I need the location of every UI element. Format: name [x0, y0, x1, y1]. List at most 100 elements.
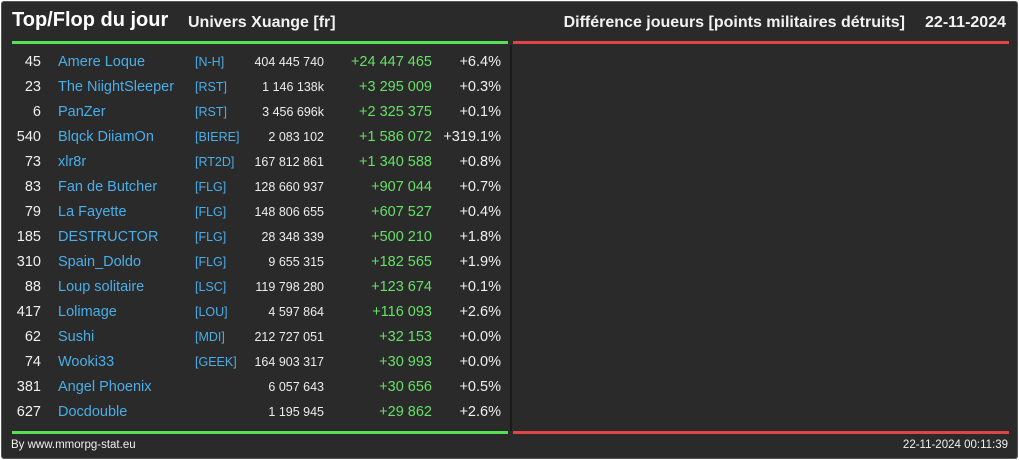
points-delta: +182 565	[371, 254, 432, 270]
percent-change: +0.8%	[459, 154, 501, 170]
player-rank: 6	[32, 104, 41, 120]
player-name-link[interactable]: La Fayette	[58, 204, 127, 220]
player-name-link[interactable]: PanZer	[58, 104, 106, 120]
percent-change: +319.1%	[443, 129, 501, 145]
player-rank: 74	[24, 354, 41, 370]
player-name-link[interactable]: Amere Loque	[58, 54, 146, 70]
points-delta: +29 862	[379, 404, 432, 420]
percent-change: +1.9%	[459, 254, 501, 270]
difference-label: Différence joueurs [points militaires dé…	[563, 14, 905, 31]
alliance-tag-link[interactable]: [RST]	[195, 105, 227, 119]
player-name-link[interactable]: DESTRUCTOR	[58, 229, 159, 245]
top-players-list: 45 Amere Loque [N-H] 404 445 740 +24 447 465…	[2, 50, 510, 425]
player-name-link[interactable]: Docdouble	[58, 404, 128, 420]
points-delta: +1 586 072	[359, 129, 432, 145]
player-points: 2 083 102	[268, 130, 324, 144]
table-row: 23 The NiightSleeper [RST] 1 146 138k +3 295…	[2, 75, 510, 100]
table-row: 417 Lolimage [LOU] 4 597 864 +116 093 +2.6%	[2, 300, 510, 325]
player-name-link[interactable]: Loup solitaire	[58, 279, 145, 295]
percent-change: +6.4%	[459, 54, 501, 70]
flop-header-bar	[513, 41, 1009, 44]
table-row: 74 Wooki33 [GEEK] 164 903 317 +30 993 +0.0%	[2, 350, 510, 375]
page-title: Top/Flop du jour	[12, 9, 169, 31]
player-points: 1 195 945	[268, 405, 324, 419]
percent-change: +0.3%	[459, 79, 501, 95]
alliance-tag-link[interactable]: [FLG]	[195, 255, 227, 269]
percent-change: +0.0%	[459, 354, 501, 370]
alliance-tag-link[interactable]: [FLG]	[195, 180, 227, 194]
table-row: 79 La Fayette [FLG] 148 806 655 +607 527 +0.4…	[2, 200, 510, 225]
alliance-tag-link[interactable]: [RST]	[195, 80, 227, 94]
player-name-link[interactable]: Angel Phoenix	[58, 379, 152, 395]
alliance-tag-link[interactable]: [LOU]	[195, 305, 228, 319]
percent-change: +2.6%	[459, 404, 501, 420]
table-row: 381 Angel Phoenix 6 057 643 +30 656 +0.5%	[2, 375, 510, 400]
percent-change: +0.4%	[459, 204, 501, 220]
alliance-tag-link[interactable]: [GEEK]	[195, 355, 237, 369]
player-rank: 381	[16, 379, 41, 395]
table-row: 540 Blqck DiiamOn [BIERE] 2 083 102 +1 586 0…	[2, 125, 510, 150]
points-delta: +123 674	[371, 279, 432, 295]
player-name-link[interactable]: Wooki33	[58, 354, 115, 370]
points-delta: +500 210	[371, 229, 432, 245]
player-rank: 627	[16, 404, 41, 420]
points-delta: +2 325 375	[359, 104, 432, 120]
table-row: 62 Sushi [MDI] 212 727 051 +32 153 +0.0%	[2, 325, 510, 350]
player-points: 3 456 696k	[262, 105, 324, 119]
player-points: 6 057 643	[268, 380, 324, 394]
points-delta: +3 295 009	[359, 79, 432, 95]
player-rank: 540	[16, 129, 41, 145]
points-delta: +116 093	[372, 304, 432, 320]
points-delta: +24 447 465	[350, 54, 432, 70]
table-row: 73 xlr8r [RT2D] 167 812 861 +1 340 588 +0.8%	[2, 150, 510, 175]
player-points: 119 798 280	[255, 280, 324, 294]
player-points: 4 597 864	[268, 305, 324, 319]
table-row: 185 DESTRUCTOR [FLG] 28 348 339 +500 210 +1.8…	[2, 225, 510, 250]
points-delta: +607 527	[371, 204, 432, 220]
player-name-link[interactable]: The NiightSleeper	[58, 79, 175, 95]
player-points: 167 812 861	[254, 155, 324, 169]
player-rank: 79	[24, 204, 41, 220]
player-rank: 62	[24, 329, 41, 345]
alliance-tag-link[interactable]: [MDI]	[195, 330, 225, 344]
header-date: 22-11-2024	[925, 14, 1006, 31]
univers-label: Univers Xuange [fr]	[188, 14, 336, 31]
player-rank: 23	[24, 79, 41, 95]
player-points: 148 806 655	[254, 205, 324, 219]
top-footer-bar	[12, 431, 508, 434]
alliance-tag-link[interactable]: [FLG]	[195, 230, 227, 244]
player-name-link[interactable]: Lolimage	[58, 304, 117, 320]
alliance-tag-link[interactable]: [LSC]	[195, 280, 227, 294]
alliance-tag-link[interactable]: [RT2D]	[195, 155, 235, 169]
player-points: 1 146 138k	[262, 80, 324, 94]
table-row: 83 Fan de Butcher [FLG] 128 660 937 +907 044…	[2, 175, 510, 200]
player-rank: 73	[24, 154, 41, 170]
points-delta: +907 044	[371, 179, 432, 195]
alliance-tag-link[interactable]: [FLG]	[195, 205, 227, 219]
points-delta: +32 153	[379, 329, 432, 345]
player-name-link[interactable]: Sushi	[58, 329, 95, 345]
percent-change: +0.1%	[459, 104, 501, 120]
player-rank: 83	[24, 179, 41, 195]
percent-change: +0.0%	[459, 329, 501, 345]
alliance-tag-link[interactable]: [N-H]	[195, 55, 225, 69]
percent-change: +0.5%	[459, 379, 501, 395]
player-rank: 417	[16, 304, 41, 320]
percent-change: +0.1%	[459, 279, 501, 295]
percent-change: +0.7%	[459, 179, 501, 195]
table-row: 45 Amere Loque [N-H] 404 445 740 +24 447 465…	[2, 50, 510, 75]
player-name-link[interactable]: Blqck DiiamOn	[58, 129, 154, 145]
table-row: 310 Spain_Doldo [FLG] 9 655 315 +182 565 +1.9…	[2, 250, 510, 275]
player-rank: 185	[16, 229, 41, 245]
alliance-tag-link[interactable]: [BIERE]	[195, 130, 240, 144]
player-name-link[interactable]: Spain_Doldo	[58, 254, 142, 270]
player-name-link[interactable]: Fan de Butcher	[58, 179, 158, 195]
player-name-link[interactable]: xlr8r	[58, 154, 87, 170]
player-points: 164 903 317	[254, 355, 324, 369]
player-points: 404 445 740	[254, 55, 324, 69]
table-row: 627 Docdouble 1 195 945 +29 862 +2.6%	[2, 400, 510, 425]
table-row: 88 Loup solitaire [LSC] 119 798 280 +123 674…	[2, 275, 510, 300]
top-header-bar	[12, 41, 508, 44]
player-rank: 45	[24, 54, 41, 70]
table-row: 6 PanZer [RST] 3 456 696k +2 325 375 +0.1%	[2, 100, 510, 125]
